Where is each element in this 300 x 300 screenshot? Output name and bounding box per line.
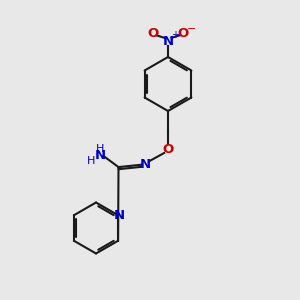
- Text: N: N: [140, 158, 151, 171]
- Text: O: O: [177, 26, 189, 40]
- Text: −: −: [187, 24, 196, 34]
- Text: N: N: [114, 209, 125, 222]
- Text: H: H: [87, 156, 96, 166]
- Text: +: +: [171, 30, 178, 40]
- Text: H: H: [96, 143, 105, 154]
- Text: O: O: [162, 142, 174, 156]
- Text: N: N: [95, 148, 106, 162]
- Text: N: N: [162, 35, 174, 48]
- Text: O: O: [147, 26, 159, 40]
